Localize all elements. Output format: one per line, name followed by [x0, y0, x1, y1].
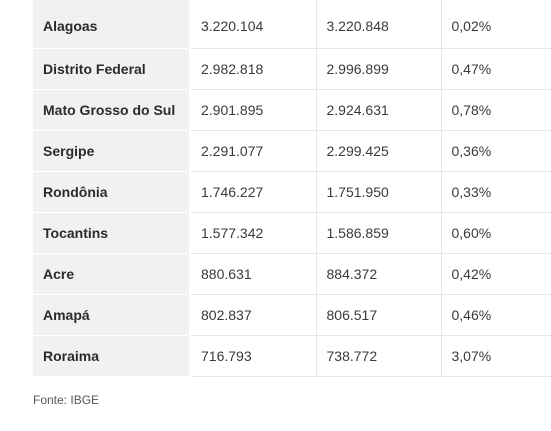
change-cell: 0,02%: [441, 0, 551, 49]
population-cell: 884.372: [316, 253, 442, 295]
population-table: Alagoas 3.220.104 3.220.848 0,02% Distri…: [33, 0, 551, 377]
population-cell: 806.517: [316, 294, 442, 336]
population-cell: 716.793: [190, 335, 317, 377]
population-cell: 2.299.425: [316, 130, 442, 172]
population-cell: 2.291.077: [190, 130, 317, 172]
change-cell: 0,36%: [441, 130, 551, 172]
population-table-container: Alagoas 3.220.104 3.220.848 0,02% Distri…: [33, 0, 551, 377]
population-cell: 1.586.859: [316, 212, 442, 254]
change-cell: 0,47%: [441, 48, 551, 90]
table-row: Acre 880.631 884.372 0,42%: [33, 253, 551, 295]
table-row: Sergipe 2.291.077 2.299.425 0,36%: [33, 130, 551, 172]
population-cell: 3.220.104: [190, 0, 317, 49]
table-row: Amapá 802.837 806.517 0,46%: [33, 294, 551, 336]
state-cell: Roraima: [33, 335, 191, 377]
population-cell: 2.924.631: [316, 89, 442, 131]
population-cell: 1.577.342: [190, 212, 317, 254]
population-cell: 1.751.950: [316, 171, 442, 213]
change-cell: 3,07%: [441, 335, 551, 377]
source-caption: Fonte: IBGE: [33, 393, 100, 407]
population-cell: 2.982.818: [190, 48, 317, 90]
table-row: Rondônia 1.746.227 1.751.950 0,33%: [33, 171, 551, 213]
table-row: Alagoas 3.220.104 3.220.848 0,02%: [33, 0, 551, 49]
population-cell: 1.746.227: [190, 171, 317, 213]
state-cell: Rondônia: [33, 171, 191, 213]
state-cell: Tocantins: [33, 212, 191, 254]
population-cell: 802.837: [190, 294, 317, 336]
change-cell: 0,42%: [441, 253, 551, 295]
state-cell: Mato Grosso do Sul: [33, 89, 191, 131]
change-cell: 0,60%: [441, 212, 551, 254]
population-cell: 2.901.895: [190, 89, 317, 131]
state-cell: Amapá: [33, 294, 191, 336]
table-row: Tocantins 1.577.342 1.586.859 0,60%: [33, 212, 551, 254]
change-cell: 0,33%: [441, 171, 551, 213]
population-cell: 880.631: [190, 253, 317, 295]
population-cell: 738.772: [316, 335, 442, 377]
state-cell: Distrito Federal: [33, 48, 191, 90]
population-cell: 3.220.848: [316, 0, 442, 49]
table-row: Distrito Federal 2.982.818 2.996.899 0,4…: [33, 48, 551, 90]
state-cell: Acre: [33, 253, 191, 295]
table-row: Mato Grosso do Sul 2.901.895 2.924.631 0…: [33, 89, 551, 131]
population-cell: 2.996.899: [316, 48, 442, 90]
change-cell: 0,46%: [441, 294, 551, 336]
change-cell: 0,78%: [441, 89, 551, 131]
state-cell: Sergipe: [33, 130, 191, 172]
table-row: Roraima 716.793 738.772 3,07%: [33, 335, 551, 377]
state-cell: Alagoas: [33, 0, 191, 49]
